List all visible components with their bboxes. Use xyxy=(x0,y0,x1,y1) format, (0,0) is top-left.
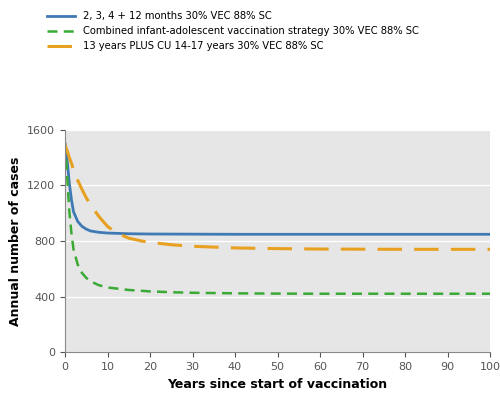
Combined infant-adolescent vaccination strategy 30% VEC 88% SC xyxy=(444,291,450,296)
Line: Combined infant-adolescent vaccination strategy 30% VEC 88% SC: Combined infant-adolescent vaccination s… xyxy=(65,143,490,294)
13 years PLUS CU 14-17 years 30% VEC 88% SC xyxy=(62,143,68,147)
Combined infant-adolescent vaccination strategy 30% VEC 88% SC xyxy=(232,291,238,296)
Combined infant-adolescent vaccination strategy 30% VEC 88% SC xyxy=(317,291,323,296)
X-axis label: Years since start of vaccination: Years since start of vaccination xyxy=(168,377,388,391)
2, 3, 4 + 12 months 30% VEC 88% SC xyxy=(68,197,74,202)
Combined infant-adolescent vaccination strategy 30% VEC 88% SC xyxy=(104,285,110,290)
13 years PLUS CU 14-17 years 30% VEC 88% SC xyxy=(75,178,81,183)
2, 3, 4 + 12 months 30% VEC 88% SC xyxy=(62,141,68,146)
Combined infant-adolescent vaccination strategy 30% VEC 88% SC xyxy=(70,247,76,252)
2, 3, 4 + 12 months 30% VEC 88% SC xyxy=(190,232,196,237)
13 years PLUS CU 14-17 years 30% VEC 88% SC xyxy=(64,146,70,151)
13 years PLUS CU 14-17 years 30% VEC 88% SC xyxy=(96,214,102,219)
Combined infant-adolescent vaccination strategy 30% VEC 88% SC xyxy=(79,271,85,275)
2, 3, 4 + 12 months 30% VEC 88% SC xyxy=(232,232,238,237)
13 years PLUS CU 14-17 years 30% VEC 88% SC xyxy=(88,202,94,207)
2, 3, 4 + 12 months 30% VEC 88% SC xyxy=(70,209,76,214)
13 years PLUS CU 14-17 years 30% VEC 88% SC xyxy=(487,247,493,252)
13 years PLUS CU 14-17 years 30% VEC 88% SC xyxy=(360,247,366,252)
13 years PLUS CU 14-17 years 30% VEC 88% SC xyxy=(70,168,76,173)
2, 3, 4 + 12 months 30% VEC 88% SC xyxy=(83,227,89,232)
13 years PLUS CU 14-17 years 30% VEC 88% SC xyxy=(126,236,132,241)
Combined infant-adolescent vaccination strategy 30% VEC 88% SC xyxy=(64,158,70,163)
Combined infant-adolescent vaccination strategy 30% VEC 88% SC xyxy=(68,230,74,235)
13 years PLUS CU 14-17 years 30% VEC 88% SC xyxy=(274,246,280,251)
Combined infant-adolescent vaccination strategy 30% VEC 88% SC xyxy=(66,208,72,213)
Combined infant-adolescent vaccination strategy 30% VEC 88% SC xyxy=(64,180,70,185)
13 years PLUS CU 14-17 years 30% VEC 88% SC xyxy=(190,244,196,249)
2, 3, 4 + 12 months 30% VEC 88% SC xyxy=(402,232,408,237)
Combined infant-adolescent vaccination strategy 30% VEC 88% SC xyxy=(360,291,366,296)
Combined infant-adolescent vaccination strategy 30% VEC 88% SC xyxy=(190,290,196,295)
2, 3, 4 + 12 months 30% VEC 88% SC xyxy=(96,230,102,235)
Y-axis label: Annual number of cases: Annual number of cases xyxy=(8,156,22,326)
Legend: 2, 3, 4 + 12 months 30% VEC 88% SC, Combined infant-adolescent vaccination strat: 2, 3, 4 + 12 months 30% VEC 88% SC, Comb… xyxy=(45,9,421,53)
2, 3, 4 + 12 months 30% VEC 88% SC xyxy=(79,224,85,229)
13 years PLUS CU 14-17 years 30% VEC 88% SC xyxy=(317,247,323,252)
Combined infant-adolescent vaccination strategy 30% VEC 88% SC xyxy=(83,275,89,280)
2, 3, 4 + 12 months 30% VEC 88% SC xyxy=(66,180,72,185)
13 years PLUS CU 14-17 years 30% VEC 88% SC xyxy=(232,245,238,250)
Combined infant-adolescent vaccination strategy 30% VEC 88% SC xyxy=(62,141,68,146)
2, 3, 4 + 12 months 30% VEC 88% SC xyxy=(147,232,153,237)
Combined infant-adolescent vaccination strategy 30% VEC 88% SC xyxy=(487,291,493,296)
Combined infant-adolescent vaccination strategy 30% VEC 88% SC xyxy=(147,289,153,294)
Combined infant-adolescent vaccination strategy 30% VEC 88% SC xyxy=(126,288,132,292)
13 years PLUS CU 14-17 years 30% VEC 88% SC xyxy=(402,247,408,252)
Combined infant-adolescent vaccination strategy 30% VEC 88% SC xyxy=(168,290,174,295)
13 years PLUS CU 14-17 years 30% VEC 88% SC xyxy=(104,224,110,229)
2, 3, 4 + 12 months 30% VEC 88% SC xyxy=(75,219,81,224)
13 years PLUS CU 14-17 years 30% VEC 88% SC xyxy=(66,155,72,160)
Combined infant-adolescent vaccination strategy 30% VEC 88% SC xyxy=(88,279,94,284)
2, 3, 4 + 12 months 30% VEC 88% SC xyxy=(64,149,70,154)
13 years PLUS CU 14-17 years 30% VEC 88% SC xyxy=(147,240,153,245)
2, 3, 4 + 12 months 30% VEC 88% SC xyxy=(88,228,94,233)
2, 3, 4 + 12 months 30% VEC 88% SC xyxy=(64,162,70,167)
2, 3, 4 + 12 months 30% VEC 88% SC xyxy=(274,232,280,237)
13 years PLUS CU 14-17 years 30% VEC 88% SC xyxy=(168,242,174,247)
Line: 2, 3, 4 + 12 months 30% VEC 88% SC: 2, 3, 4 + 12 months 30% VEC 88% SC xyxy=(65,143,490,234)
13 years PLUS CU 14-17 years 30% VEC 88% SC xyxy=(64,149,70,154)
13 years PLUS CU 14-17 years 30% VEC 88% SC xyxy=(113,230,119,235)
Combined infant-adolescent vaccination strategy 30% VEC 88% SC xyxy=(75,262,81,267)
13 years PLUS CU 14-17 years 30% VEC 88% SC xyxy=(83,195,89,200)
2, 3, 4 + 12 months 30% VEC 88% SC xyxy=(487,232,493,237)
13 years PLUS CU 14-17 years 30% VEC 88% SC xyxy=(68,160,74,165)
2, 3, 4 + 12 months 30% VEC 88% SC xyxy=(126,231,132,236)
Combined infant-adolescent vaccination strategy 30% VEC 88% SC xyxy=(274,291,280,296)
13 years PLUS CU 14-17 years 30% VEC 88% SC xyxy=(444,247,450,252)
2, 3, 4 + 12 months 30% VEC 88% SC xyxy=(360,232,366,237)
2, 3, 4 + 12 months 30% VEC 88% SC xyxy=(104,230,110,235)
Combined infant-adolescent vaccination strategy 30% VEC 88% SC xyxy=(402,291,408,296)
13 years PLUS CU 14-17 years 30% VEC 88% SC xyxy=(138,239,144,243)
2, 3, 4 + 12 months 30% VEC 88% SC xyxy=(317,232,323,237)
2, 3, 4 + 12 months 30% VEC 88% SC xyxy=(444,232,450,237)
Line: 13 years PLUS CU 14-17 years 30% VEC 88% SC: 13 years PLUS CU 14-17 years 30% VEC 88%… xyxy=(65,145,490,249)
Combined infant-adolescent vaccination strategy 30% VEC 88% SC xyxy=(96,283,102,288)
13 years PLUS CU 14-17 years 30% VEC 88% SC xyxy=(79,187,85,192)
